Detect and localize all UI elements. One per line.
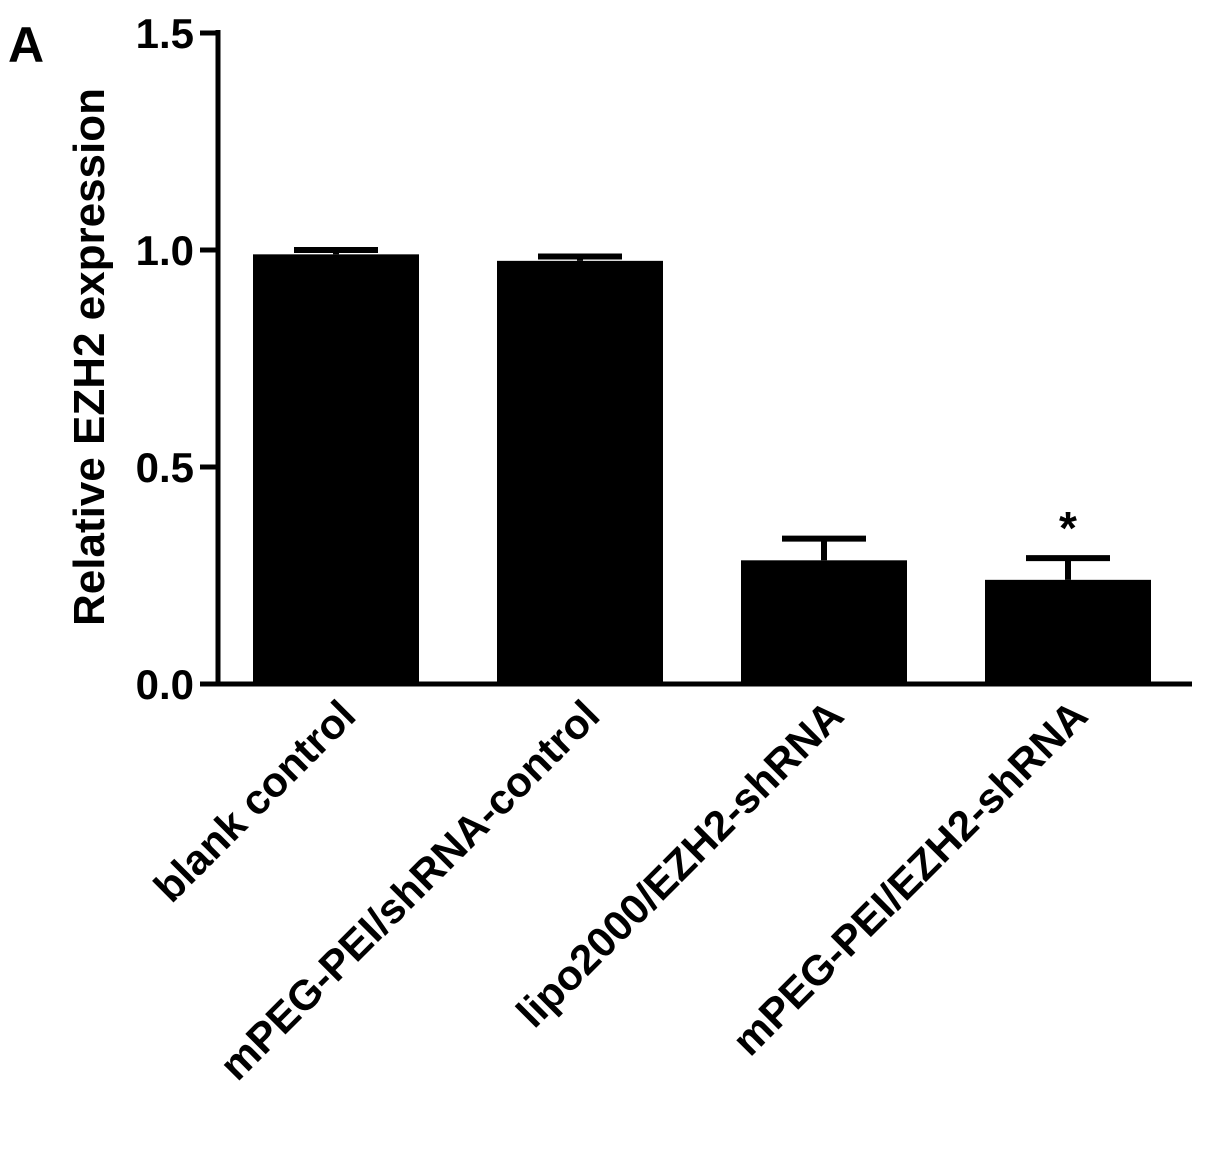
x-tick-label-0: blank control [145, 691, 365, 911]
bars: * [253, 247, 1151, 684]
bar-3 [985, 579, 1151, 684]
x-tick-labels: blank controlmPEG-PEI/shRNA-controllipo2… [145, 691, 1097, 1089]
significance-marker-3: * [1059, 502, 1077, 554]
bar-2 [741, 560, 907, 684]
bar-1 [497, 260, 663, 684]
panel-label: A [8, 17, 44, 73]
y-tick-label-2: 1.0 [136, 227, 194, 274]
y-tick-label-1: 0.5 [136, 444, 194, 491]
y-tick-label-0: 0.0 [136, 661, 194, 708]
y-tick-label-3: 1.5 [136, 10, 194, 57]
bar-0 [253, 254, 419, 684]
y-axis-label: Relative EZH2 expression [65, 88, 114, 626]
